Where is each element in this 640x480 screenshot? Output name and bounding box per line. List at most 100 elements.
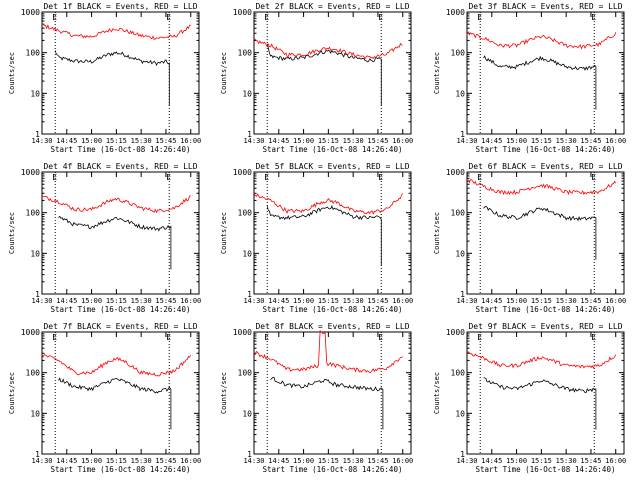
x-tick-label: 16:00 xyxy=(392,457,413,465)
marker-label: E xyxy=(591,173,596,182)
x-tick-label: 15:00 xyxy=(506,297,527,305)
y-tick-label: 100 xyxy=(238,49,253,58)
panel-title: Det 7f BLACK = Events, RED = LLD xyxy=(43,322,197,331)
y-tick-label: 10 xyxy=(455,89,465,98)
lld-series-line xyxy=(41,354,192,377)
x-tick-label: 15:45 xyxy=(367,457,388,465)
x-tick-label: 15:45 xyxy=(155,457,176,465)
plot-frame xyxy=(41,331,200,455)
y-tick-label: 1 xyxy=(247,450,252,459)
marker-label: E xyxy=(166,173,171,182)
lld-series-line xyxy=(41,23,191,40)
detector-panel: Det 7f BLACK = Events, RED = LLD 1 10 100 10… xyxy=(8,322,201,474)
y-axis-label: Counts/sec xyxy=(220,52,228,94)
y-tick-label: 10 xyxy=(242,249,252,258)
x-tick-label: 15:00 xyxy=(293,457,314,465)
x-tick-label: 14:45 xyxy=(56,297,77,305)
detector-panel: Det 3f BLACK = Events, RED = LLD 1 10 100 10… xyxy=(433,2,626,154)
x-axis-label: Start Time (16-Oct-08 14:26:40) xyxy=(263,145,403,154)
marker-label: E xyxy=(264,13,269,22)
plot-frame xyxy=(41,11,200,135)
x-axis-label: Start Time (16-Oct-08 14:26:40) xyxy=(476,465,616,474)
x-tick-label: 14:45 xyxy=(268,297,289,305)
lld-series-line xyxy=(253,192,404,215)
y-axis-label: Counts/sec xyxy=(433,372,441,414)
panel-title: Det 3f BLACK = Events, RED = LLD xyxy=(468,2,622,11)
x-tick-label: 15:00 xyxy=(293,137,314,145)
x-tick-label: 15:00 xyxy=(81,457,102,465)
y-axis-label: Counts/sec xyxy=(220,372,228,414)
detector-panel: Det 4f BLACK = Events, RED = LLD 1 10 100 10… xyxy=(8,162,201,314)
panel-title: Det 8f BLACK = Events, RED = LLD xyxy=(255,322,409,331)
y-axis-label: Counts/sec xyxy=(8,52,16,94)
y-tick-label: 100 xyxy=(26,369,41,378)
x-tick-label: 15:30 xyxy=(131,297,152,305)
x-tick-label: 15:00 xyxy=(506,137,527,145)
y-tick-label: 1 xyxy=(35,450,40,459)
x-tick-label: 15:30 xyxy=(343,137,364,145)
y-tick-label: 10 xyxy=(455,249,465,258)
x-tick-label: 16:00 xyxy=(180,457,201,465)
x-tick-label: 15:15 xyxy=(318,457,339,465)
lld-series-line xyxy=(41,195,191,214)
y-tick-label: 10 xyxy=(242,409,252,418)
panel-title: Det 5f BLACK = Events, RED = LLD xyxy=(255,162,409,171)
plot-frame xyxy=(466,171,625,295)
x-axis-label: Start Time (16-Oct-08 14:26:40) xyxy=(51,145,191,154)
marker-label: E xyxy=(264,173,269,182)
x-tick-label: 15:30 xyxy=(556,297,577,305)
y-tick-label: 1000 xyxy=(446,8,465,17)
events-series-line xyxy=(266,43,382,106)
y-tick-label: 100 xyxy=(451,209,466,218)
y-tick-label: 1000 xyxy=(21,168,40,177)
y-tick-label: 1000 xyxy=(446,168,465,177)
x-axis-label: Start Time (16-Oct-08 14:26:40) xyxy=(51,305,191,314)
detector-panel: Det 2f BLACK = Events, RED = LLD 1 10 100 10… xyxy=(220,2,413,154)
lld-series-line xyxy=(253,330,403,374)
marker-label: E xyxy=(264,333,269,342)
x-tick-label: 16:00 xyxy=(605,137,626,145)
y-axis-label: Counts/sec xyxy=(433,212,441,254)
panel-title: Det 2f BLACK = Events, RED = LLD xyxy=(255,2,409,11)
lld-series-line xyxy=(466,351,617,369)
x-tick-label: 15:45 xyxy=(580,297,601,305)
panel-title: Det 9f BLACK = Events, RED = LLD xyxy=(468,322,622,331)
x-tick-label: 15:30 xyxy=(131,457,152,465)
marker-label: E xyxy=(378,333,383,342)
x-tick-label: 15:15 xyxy=(531,457,552,465)
x-tick-label: 14:45 xyxy=(56,137,77,145)
x-tick-label: 14:30 xyxy=(31,457,52,465)
y-tick-label: 10 xyxy=(455,409,465,418)
plot-frame xyxy=(466,11,625,135)
x-tick-label: 14:45 xyxy=(268,137,289,145)
plot-frame xyxy=(41,171,200,295)
detector-panel: Det 6f BLACK = Events, RED = LLD 1 10 100 10… xyxy=(433,162,626,314)
x-tick-label: 14:30 xyxy=(456,297,477,305)
x-tick-label: 14:30 xyxy=(456,137,477,145)
x-tick-label: 14:45 xyxy=(56,457,77,465)
y-tick-label: 1 xyxy=(35,290,40,299)
marker-label: E xyxy=(477,13,482,22)
events-series-line xyxy=(483,377,597,430)
x-tick-label: 14:30 xyxy=(243,457,264,465)
x-tick-label: 15:00 xyxy=(81,137,102,145)
x-tick-label: 15:15 xyxy=(531,297,552,305)
x-axis-label: Start Time (16-Oct-08 14:26:40) xyxy=(263,305,403,314)
marker-label: E xyxy=(52,173,57,182)
events-series-line xyxy=(266,205,382,266)
events-series-line xyxy=(58,377,172,430)
marker-label: E xyxy=(378,13,383,22)
events-series-line xyxy=(54,50,170,106)
y-tick-label: 1000 xyxy=(446,328,465,337)
x-tick-label: 15:15 xyxy=(318,137,339,145)
x-tick-label: 15:45 xyxy=(580,137,601,145)
events-series-line xyxy=(270,376,384,430)
events-series-line xyxy=(483,206,597,260)
x-axis-label: Start Time (16-Oct-08 14:26:40) xyxy=(476,305,616,314)
x-tick-label: 15:45 xyxy=(367,297,388,305)
y-tick-label: 1000 xyxy=(21,8,40,17)
marker-label: E xyxy=(52,13,57,22)
x-tick-label: 15:15 xyxy=(106,297,127,305)
lld-series-line xyxy=(253,38,403,60)
y-tick-label: 100 xyxy=(451,49,466,58)
